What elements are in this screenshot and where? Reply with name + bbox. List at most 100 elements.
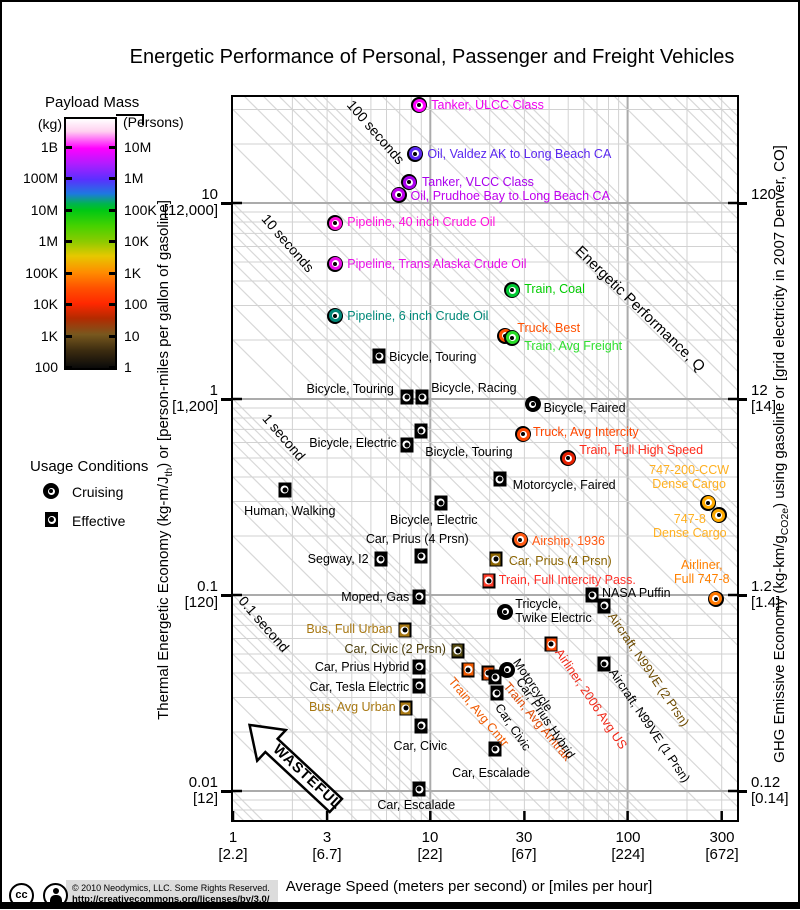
tricycle-twike-electric-label: Tricycle, Twike Electric [515, 596, 592, 625]
747-200-ccw-dense-cargo-marker [700, 494, 717, 511]
y-left-tick-0.1: 0.1 [120] [184, 578, 218, 612]
y-right-tick-12: 12 [14] [751, 382, 777, 416]
y-right-tick-mark [737, 790, 747, 793]
x-tick-3: 3 [6.7] [312, 829, 342, 863]
airliner-2006-avg-us-marker [544, 636, 558, 652]
cruising-icon [43, 483, 59, 499]
colorbar-tick [109, 240, 117, 243]
aircraft-n99ve-2-prsn-marker [597, 598, 611, 614]
oil-valdez-ak-to-long-beach-ca-label: Oil, Valdez AK to Long Beach CA [427, 146, 612, 161]
nasa-puffin-label: NASA Puffin [602, 586, 671, 600]
airliner-full-747-8-label: Airliner, Full 747-8 [674, 557, 730, 586]
bus-avg-urban-marker [399, 700, 413, 716]
segway-i2-label: Segway, I2 [307, 552, 369, 567]
colorbar-tick [64, 366, 72, 369]
colorbar-kg-100K: 100K [25, 265, 58, 281]
segway-i2-marker [374, 551, 388, 567]
bicycle-touring-label: Bicycle, Touring [389, 350, 477, 365]
bicycle-touring-marker [372, 348, 386, 364]
car-civic-label: Car, Civic [393, 738, 448, 753]
bicycle-touring-marker [400, 389, 414, 405]
license-url: http://creativecommons.org/licenses/by/3… [72, 894, 270, 905]
train-full-high-speed-marker [560, 450, 577, 466]
usage-cruising-label: Cruising [72, 484, 124, 500]
car-prius-4-prsn-label: Car, Prius (4 Prsn) [508, 554, 612, 569]
train-full-intercity-pass-marker [482, 573, 496, 589]
colorbar-persons-10M: 10M [124, 139, 152, 155]
colorbar-persons-1M: 1M [124, 170, 144, 186]
bicycle-faired-marker [524, 396, 541, 413]
bus-full-urban-label: Bus, Full Urban [306, 622, 393, 637]
y-right-tick-mark [737, 398, 747, 401]
pipeline-6-inch-crude-oil-label: Pipeline, 6 inch Crude Oil [347, 308, 489, 323]
bicycle-touring-marker [414, 423, 428, 439]
car-civic-marker [490, 685, 504, 701]
page-title: Energetic Performance of Personal, Passe… [129, 46, 735, 68]
payload-legend-title: Payload Mass [45, 94, 140, 111]
tanker-ulcc-class-label: Tanker, ULCC Class [431, 98, 544, 113]
y-left-tick-0.01: 0.01 [12] [188, 774, 218, 808]
train-coal-label: Train, Coal [524, 282, 585, 296]
car-escalade-label: Car, Escalade [377, 798, 456, 813]
colorbar-tick [64, 177, 72, 180]
aircraft-n99ve-1-prsn-marker [597, 656, 611, 672]
airliner-full-747-8-marker [707, 590, 724, 607]
colorbar-tick [109, 272, 117, 275]
colorbar-kg-1M: 1M [38, 233, 58, 249]
bus-full-urban-marker [398, 622, 411, 638]
human-walking-label: Human, Walking [244, 503, 336, 518]
car-prius-hybrid-marker [488, 669, 502, 685]
747-8-dense-cargo-marker [710, 507, 727, 524]
colorbar-tick [109, 303, 117, 306]
colorbar-tick [64, 240, 72, 243]
pipeline-40-inch-crude-oil-marker [327, 215, 344, 232]
y-right-tick-mark [737, 202, 747, 205]
pipeline-40-inch-crude-oil-label: Pipeline, 40 inch Crude Oil [347, 215, 496, 230]
colorbar-kg-100M: 100M [22, 170, 58, 186]
payload-colorbar [64, 117, 117, 370]
colorbar-persons-1: 1 [124, 359, 132, 375]
car-prius-4-prsn-marker [414, 548, 428, 564]
truck-avg-intercity-marker [515, 426, 531, 443]
bicycle-touring-label: Bicycle, Touring [306, 382, 394, 397]
motorcycle-faired-label: Motorcycle, Faired [512, 478, 616, 493]
colorbar-tick [109, 209, 117, 212]
bicycle-racing-label: Bicycle, Racing [431, 381, 517, 396]
tanker-vlcc-class-marker [401, 174, 417, 190]
x-tick-10: 10 [22] [417, 829, 443, 863]
tanker-vlcc-class-label: Tanker, VLCC Class [422, 175, 534, 189]
car-escalade-marker [488, 741, 502, 757]
train-avg-cmtr-marker [461, 662, 475, 678]
colorbar-kg-10M: 10M [30, 202, 58, 218]
pipeline-6-inch-crude-oil-marker [327, 307, 344, 324]
y-right-tick-0.12: 0.12 [0.14] [751, 774, 789, 808]
usage-legend-title: Usage Conditions [30, 458, 149, 475]
colorbar-tick [109, 366, 117, 369]
car-prius-hybrid-marker [412, 659, 426, 675]
truck-avg-intercity-label: Truck, Avg Intercity [533, 425, 639, 440]
motorcycle-faired-marker [493, 471, 507, 487]
y-left-tick-mark [221, 202, 231, 205]
x-tick-30: 30 [67] [511, 829, 537, 863]
colorbar-persons-100K: 100K [124, 202, 157, 218]
plot-area: WASTEFUL 100 seconds 10 seconds 1 second 0.… [231, 95, 739, 822]
car-escalade-marker [412, 781, 426, 797]
x-tick-100: 100 [224] [611, 829, 645, 863]
colorbar-kg-1B: 1B [40, 139, 58, 155]
colorbar-persons-100: 100 [124, 296, 148, 312]
y-right-tick-1.2: 1.2 [1.4] [751, 578, 781, 612]
747-200-ccw-dense-cargo-label: 747-200-CCW Dense Cargo [649, 462, 730, 491]
motorcycle-marker [499, 661, 516, 678]
y-left-tick-1: 1 [1,200] [172, 382, 218, 416]
nasa-puffin-marker [585, 587, 599, 603]
wasteful-arrow: WASTEFUL [229, 707, 353, 828]
train-coal-marker [504, 282, 521, 298]
colorbar-bracket [116, 114, 144, 125]
moped-gas-label: Moped, Gas [341, 589, 410, 604]
colorbar-tick [109, 146, 117, 149]
car-tesla-electric-marker [412, 678, 426, 694]
colorbar-tick [109, 335, 117, 338]
x-tick-300: 300 [672] [705, 829, 739, 863]
colorbar-kg-100: 100 [34, 359, 58, 375]
oil-prudhoe-bay-to-long-beach-ca-label: Oil, Prudhoe Bay to Long Beach CA [410, 188, 610, 203]
